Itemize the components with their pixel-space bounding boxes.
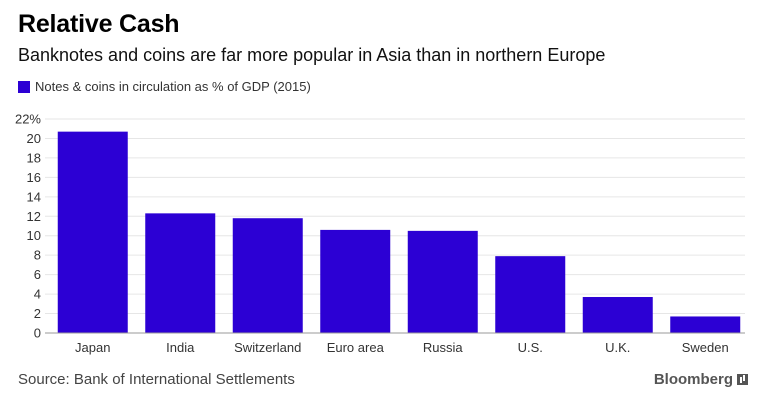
x-tick-label: India [166,340,195,355]
bar [495,256,566,333]
legend-swatch [18,80,30,93]
y-tick-label: 4 [34,287,41,302]
y-tick-label: 20 [27,131,41,146]
x-tick-label: Euro area [327,340,385,355]
x-tick-label: Russia [423,340,464,355]
chart-title: Relative Cash [18,10,180,38]
y-tick-label: 6 [34,267,41,282]
y-tick-label: 12 [27,209,41,224]
bar [670,316,741,333]
legend-label: Notes & coins in circulation as % of GDP… [35,79,311,94]
source-note: Source: Bank of International Settlement… [18,371,295,388]
y-tick-label: 16 [27,170,41,185]
x-tick-label: Japan [75,340,110,355]
y-tick-label: 10 [27,228,41,243]
bar [57,131,128,333]
bar [320,229,391,333]
legend: Notes & coins in circulation as % of GDP… [18,79,311,94]
x-tick-label: U.K. [605,340,630,355]
y-tick-label: 2 [34,306,41,321]
y-tick-label: 8 [34,248,41,263]
bar [145,213,216,333]
x-tick-label: U.S. [518,340,543,355]
y-tick-label: 0 [34,326,41,341]
y-tick-label: 14 [27,189,41,204]
bar [407,230,478,333]
x-tick-label: Sweden [682,340,729,355]
y-tick-label: 18 [27,150,41,165]
brand-chart-icon [737,374,748,385]
bar [582,297,653,333]
bar [232,218,303,333]
brand-logo: Bloomberg [654,371,748,388]
chart-subtitle: Banknotes and coins are far more popular… [18,45,606,65]
brand-name: Bloomberg [653,371,733,388]
y-tick-label: 22% [15,112,41,127]
x-tick-label: Switzerland [234,340,301,355]
